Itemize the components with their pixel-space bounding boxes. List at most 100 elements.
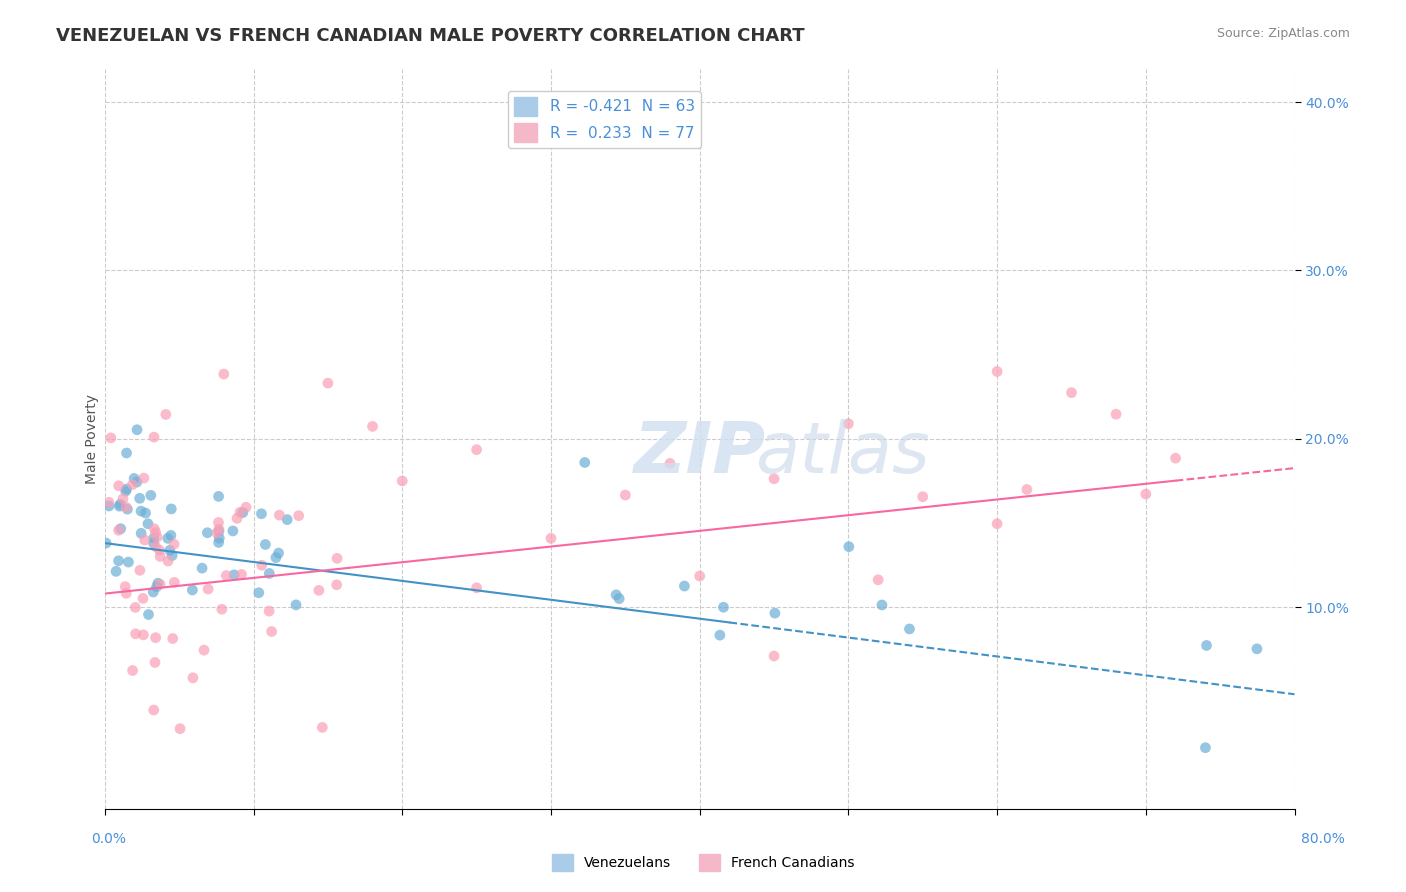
Point <box>146 530 169 544</box>
Point <box>868 573 890 587</box>
Text: Source: ZipAtlas.com: Source: ZipAtlas.com <box>1216 27 1350 40</box>
Point <box>267 546 290 560</box>
Point <box>276 513 298 527</box>
Point <box>129 526 152 541</box>
Point <box>146 576 169 591</box>
Point <box>465 442 488 457</box>
Point <box>763 648 786 663</box>
Point <box>208 522 231 536</box>
Point <box>98 495 121 509</box>
Point <box>115 482 138 496</box>
Point <box>658 456 681 470</box>
Y-axis label: Male Poverty: Male Poverty <box>86 393 100 483</box>
Point <box>605 588 627 602</box>
Text: VENEZUELAN VS FRENCH CANADIAN MALE POVERTY CORRELATION CHART: VENEZUELAN VS FRENCH CANADIAN MALE POVER… <box>56 27 804 45</box>
Point <box>193 643 215 657</box>
Point <box>108 497 131 511</box>
Point <box>465 581 488 595</box>
Point <box>205 526 228 541</box>
Point <box>224 567 246 582</box>
Point <box>107 479 129 493</box>
Point <box>142 703 165 717</box>
Point <box>163 537 186 551</box>
Point <box>713 600 735 615</box>
Point <box>114 580 136 594</box>
Point <box>124 627 146 641</box>
Point <box>1060 385 1083 400</box>
Point <box>208 524 231 539</box>
Point <box>142 536 165 550</box>
Point <box>1194 740 1216 755</box>
Point <box>155 408 177 422</box>
Point <box>98 499 121 513</box>
Point <box>134 533 156 547</box>
Point <box>138 607 160 622</box>
Point <box>911 490 934 504</box>
Point <box>125 475 148 489</box>
Point <box>838 540 860 554</box>
Point <box>110 522 132 536</box>
Point <box>254 537 277 551</box>
Point <box>145 580 167 594</box>
Point <box>169 722 191 736</box>
Point <box>197 582 219 596</box>
Point <box>162 632 184 646</box>
Point <box>285 598 308 612</box>
Point <box>208 531 231 545</box>
Point <box>117 555 139 569</box>
Point <box>142 531 165 545</box>
Point <box>148 543 170 558</box>
Point <box>128 491 150 506</box>
Point <box>207 516 229 530</box>
Legend: R = -0.421  N = 63, R =  0.233  N = 77: R = -0.421 N = 63, R = 0.233 N = 77 <box>509 91 700 148</box>
Point <box>191 561 214 575</box>
Point <box>574 455 596 469</box>
Point <box>94 536 117 550</box>
Point <box>197 525 219 540</box>
Point <box>149 577 172 591</box>
Point <box>207 489 229 503</box>
Point <box>986 516 1008 531</box>
Point <box>837 417 859 431</box>
Point <box>105 565 128 579</box>
Point <box>231 567 253 582</box>
Point <box>100 431 122 445</box>
Point <box>709 628 731 642</box>
Point <box>160 549 183 563</box>
Point <box>540 532 562 546</box>
Point <box>160 528 183 542</box>
Point <box>163 575 186 590</box>
Point <box>115 446 138 460</box>
Point <box>107 523 129 537</box>
Point <box>207 535 229 549</box>
Text: atlas: atlas <box>755 419 929 488</box>
Point <box>232 506 254 520</box>
Text: 0.0%: 0.0% <box>91 832 127 846</box>
Point <box>132 628 155 642</box>
Point <box>1164 451 1187 466</box>
Point <box>124 600 146 615</box>
Point <box>898 622 921 636</box>
Point <box>689 569 711 583</box>
Point <box>264 550 287 565</box>
Text: ZIP: ZIP <box>634 419 766 488</box>
Point <box>287 508 309 523</box>
Point <box>121 664 143 678</box>
Point <box>763 472 786 486</box>
Point <box>181 582 204 597</box>
Point <box>763 606 786 620</box>
Point <box>311 720 333 734</box>
Point <box>145 540 167 554</box>
Point <box>143 656 166 670</box>
Point <box>1195 639 1218 653</box>
Point <box>250 558 273 573</box>
Point <box>115 586 138 600</box>
Point <box>1135 487 1157 501</box>
Point <box>212 367 235 381</box>
Point <box>128 563 150 577</box>
Point <box>159 543 181 558</box>
Point <box>361 419 384 434</box>
Point <box>269 508 291 523</box>
Point <box>143 522 166 536</box>
Point <box>129 504 152 518</box>
